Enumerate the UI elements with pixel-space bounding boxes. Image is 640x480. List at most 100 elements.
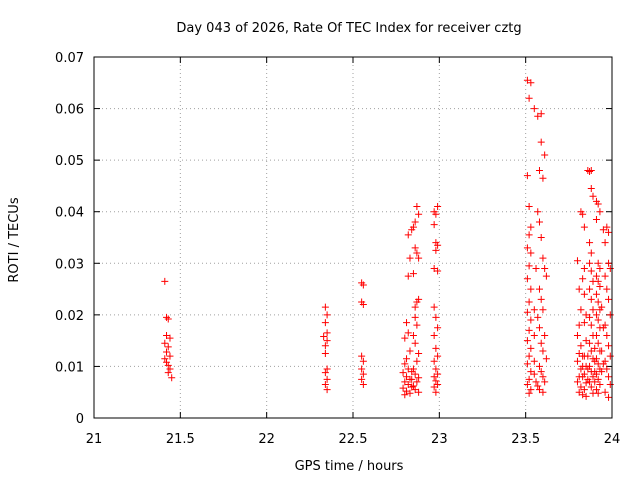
data-point	[432, 377, 440, 385]
data-point	[592, 272, 600, 280]
x-tick-label: 23.5	[511, 432, 540, 447]
data-point	[580, 290, 588, 298]
data-point	[403, 319, 411, 327]
data-point	[411, 218, 419, 226]
data-point	[406, 347, 414, 355]
data-point	[596, 208, 604, 216]
data-point	[539, 254, 547, 262]
data-point	[603, 365, 611, 373]
data-point	[434, 352, 442, 360]
data-point	[586, 313, 594, 321]
data-point	[166, 352, 174, 360]
data-point	[413, 249, 421, 257]
data-point	[539, 306, 547, 314]
data-point	[539, 388, 547, 396]
data-point	[541, 331, 549, 339]
data-point	[359, 380, 367, 388]
data-point	[163, 348, 171, 356]
data-point	[434, 324, 442, 332]
data-point	[577, 306, 585, 314]
data-point	[523, 380, 531, 388]
data-point	[408, 383, 416, 391]
data-point	[163, 358, 171, 366]
data-point	[605, 295, 613, 303]
data-point	[605, 228, 613, 236]
data-point	[591, 378, 599, 386]
data-point	[580, 386, 588, 394]
data-point	[323, 386, 331, 394]
y-tick-label: 0.05	[55, 154, 84, 169]
data-point	[606, 264, 614, 272]
data-point	[596, 282, 604, 290]
data-point	[577, 342, 585, 350]
x-tick-label: 24	[604, 432, 621, 447]
data-point	[601, 239, 609, 247]
data-point	[537, 295, 545, 303]
data-point	[605, 373, 613, 381]
data-point	[573, 357, 581, 365]
data-point	[321, 342, 329, 350]
data-point	[432, 344, 440, 352]
data-point	[599, 360, 607, 368]
data-point	[323, 375, 331, 383]
data-point	[527, 79, 535, 87]
data-point	[601, 388, 609, 396]
data-point	[399, 369, 407, 377]
data-point	[587, 185, 595, 193]
data-point	[415, 388, 423, 396]
data-point	[404, 231, 412, 239]
data-point	[535, 218, 543, 226]
data-point	[530, 105, 538, 113]
data-point	[537, 234, 545, 241]
data-point	[359, 370, 367, 378]
data-point	[584, 365, 592, 373]
data-point	[430, 373, 438, 381]
data-point	[525, 375, 533, 383]
data-point	[525, 262, 533, 270]
data-point	[525, 94, 533, 102]
data-point	[579, 210, 587, 218]
data-point	[582, 392, 590, 400]
data-point	[584, 375, 592, 383]
data-point	[575, 285, 583, 293]
data-point	[534, 208, 542, 216]
data-point	[409, 331, 417, 339]
data-point	[432, 365, 440, 373]
data-point	[358, 365, 366, 373]
y-tick-label: 0	[76, 412, 84, 427]
data-point	[541, 378, 549, 386]
data-point	[413, 321, 421, 329]
data-point	[586, 259, 594, 267]
data-point	[535, 166, 543, 174]
data-point	[599, 324, 607, 332]
y-tick-label: 0.02	[55, 309, 84, 324]
data-point	[573, 257, 581, 265]
label-layer: 0 0.01 0.02 0.03 0.04 0.05 0.06 0.07 21 21.5 22 22.…	[55, 51, 620, 447]
data-point	[358, 352, 366, 360]
data-point	[413, 378, 421, 386]
data-point	[409, 382, 417, 390]
data-point	[534, 313, 542, 321]
data-point	[401, 391, 409, 399]
data-point	[541, 264, 549, 272]
data-point	[580, 319, 588, 327]
data-point	[586, 339, 594, 347]
data-point	[432, 313, 440, 321]
data-point	[537, 110, 545, 118]
data-point	[415, 254, 423, 262]
data-point	[415, 295, 423, 303]
data-point	[321, 350, 329, 358]
data-point	[542, 272, 550, 280]
data-point	[321, 319, 329, 327]
data-point	[430, 331, 438, 339]
data-point	[591, 368, 599, 376]
data-point	[594, 298, 602, 306]
y-tick-label: 0.03	[55, 257, 84, 272]
data-point	[598, 347, 606, 355]
data-point	[527, 223, 535, 231]
data-point	[401, 334, 409, 342]
data-point	[530, 306, 538, 314]
data-point	[594, 259, 602, 267]
data-point	[432, 246, 440, 254]
data-point	[586, 167, 594, 175]
